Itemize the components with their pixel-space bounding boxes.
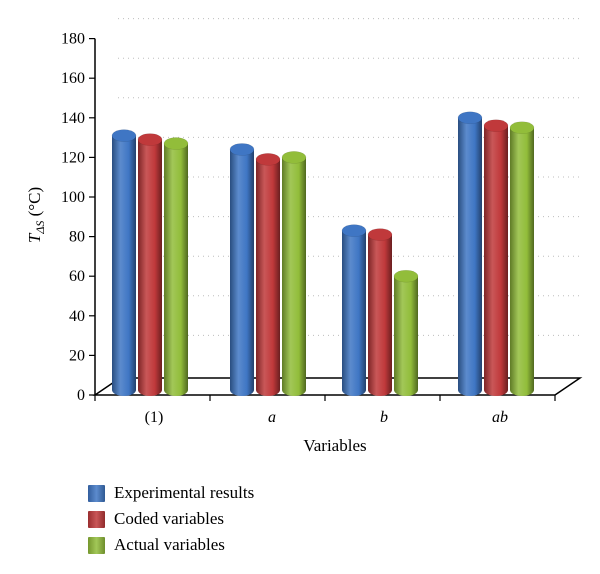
bar [255, 153, 281, 396]
x-axis-title: Variables [303, 436, 366, 455]
x-tick-label: (1) [145, 409, 164, 426]
legend-label-experimental: Experimental results [114, 483, 255, 502]
bar [281, 151, 307, 396]
y-axis-title-sub: ΔS [33, 221, 47, 235]
x-tick-label: ab [492, 409, 508, 426]
y-tick-label: 60 [69, 268, 85, 285]
bar [229, 143, 255, 396]
legend-swatch-experimental [88, 484, 105, 502]
y-tick-label: 20 [69, 347, 85, 364]
legend: Experimental results Coded variables Act… [88, 480, 254, 558]
x-tick-label: a [268, 409, 276, 426]
legend-swatch-coded [88, 510, 105, 528]
legend-label-coded: Coded variables [114, 509, 224, 528]
y-axis-title: TΔS (°C) [25, 187, 47, 243]
y-axis-title-main: T [25, 232, 44, 243]
legend-item-experimental: Experimental results [88, 480, 254, 506]
legend-label-actual: Actual variables [114, 535, 225, 554]
bar [137, 133, 163, 396]
bar [483, 119, 509, 396]
bar [509, 121, 535, 396]
x-tick-label: b [380, 409, 388, 426]
y-tick-label: 160 [61, 70, 85, 87]
legend-item-actual: Actual variables [88, 532, 254, 558]
bar [457, 111, 483, 396]
bar [393, 269, 419, 396]
y-tick-label: 120 [61, 149, 85, 166]
y-tick-label: 180 [61, 31, 85, 48]
y-tick-label: 140 [61, 110, 85, 127]
y-tick-label: 40 [69, 308, 85, 325]
bars [111, 111, 535, 396]
legend-swatch-actual [88, 536, 105, 554]
y-tick-label: 80 [69, 229, 85, 246]
bar [111, 129, 137, 396]
y-tick-label: 100 [61, 189, 85, 206]
bar [163, 137, 189, 396]
y-tick-label: 0 [77, 387, 85, 404]
bar [341, 224, 367, 396]
y-axis-title-unit: (°C) [25, 187, 44, 221]
legend-item-coded: Coded variables [88, 506, 254, 532]
bar [367, 228, 393, 396]
